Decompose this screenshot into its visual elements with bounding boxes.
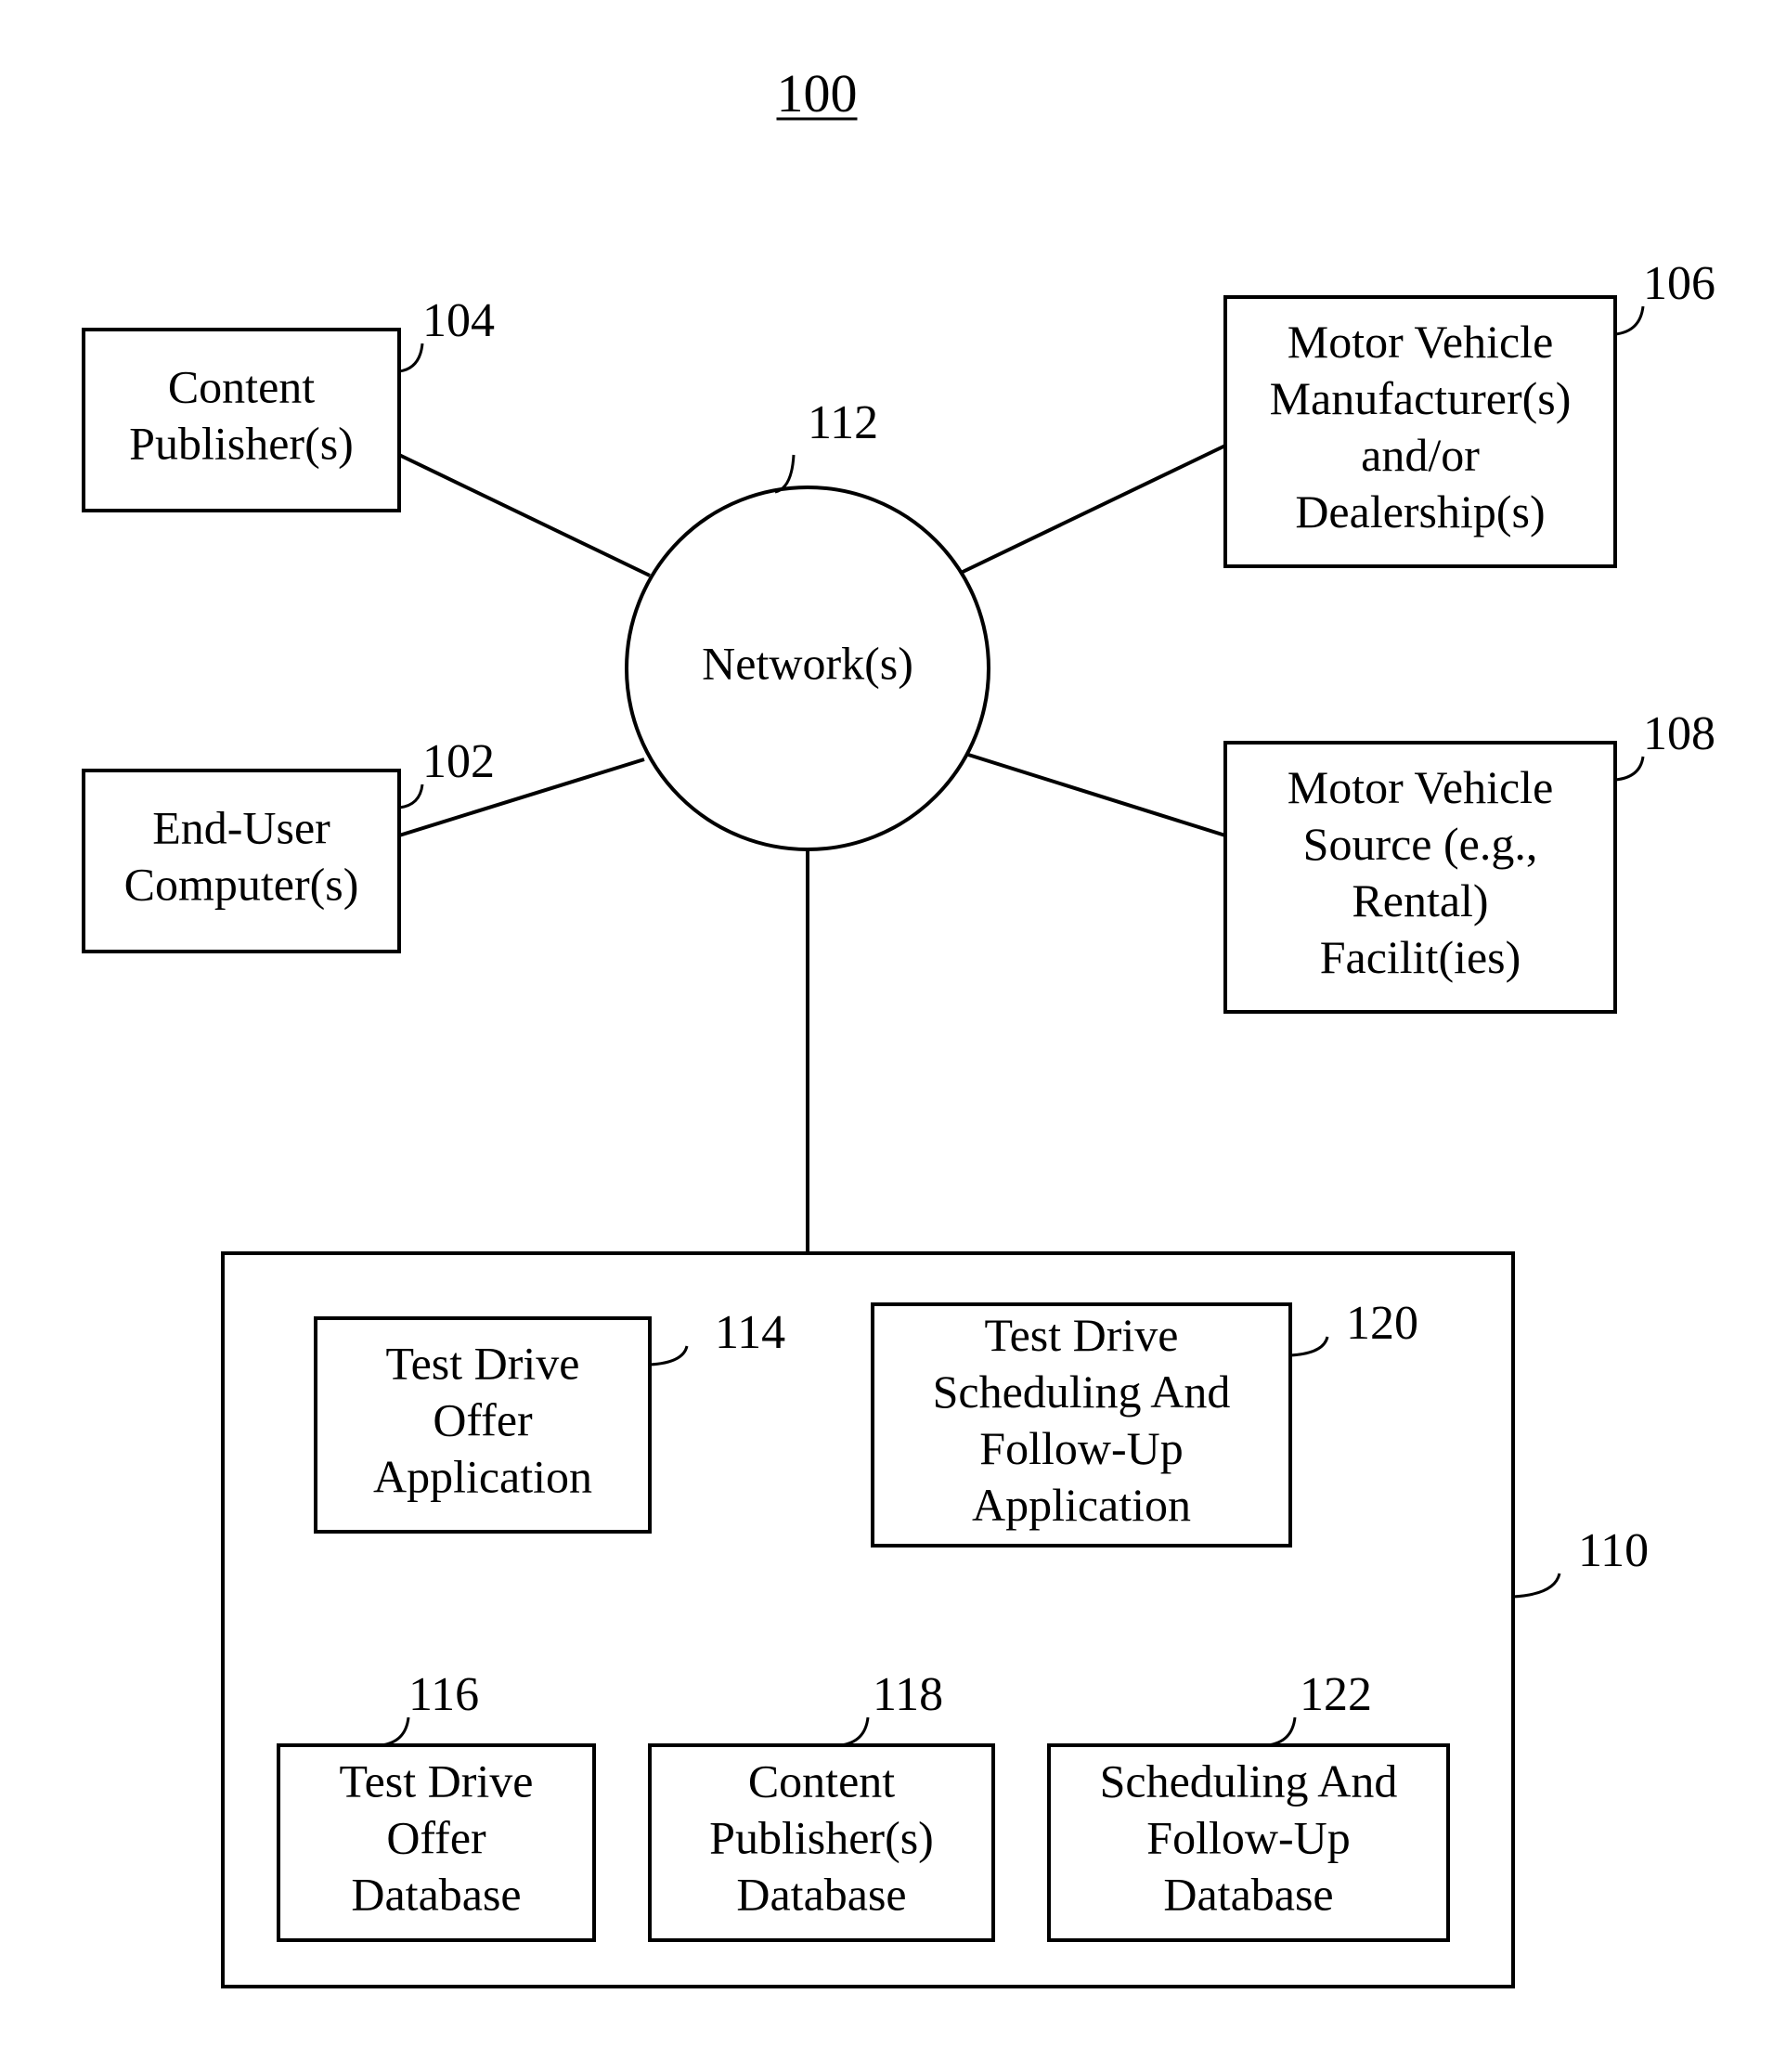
node-n118-label: Database: [736, 1868, 906, 1920]
node-n120-label: Scheduling And: [933, 1366, 1231, 1418]
ref-102: 102: [422, 735, 495, 788]
ref-108: 108: [1643, 707, 1715, 760]
ref-112: 112: [808, 396, 878, 449]
node-n112-label: Network(s): [702, 637, 913, 689]
node-n120-label: Follow-Up: [979, 1422, 1183, 1474]
ref-tick-108: [1615, 757, 1643, 780]
ref-114: 114: [715, 1306, 785, 1359]
ref-tick-102: [399, 784, 422, 808]
ref-120: 120: [1346, 1297, 1418, 1350]
node-n106-label: Manufacturer(s): [1270, 372, 1572, 424]
node-n102-label: End-User: [152, 801, 330, 853]
node-n114-label: Test Drive: [386, 1337, 580, 1389]
node-n116-label: Database: [351, 1868, 521, 1920]
node-n108-label: Rental): [1352, 874, 1488, 926]
node-n108-label: Facilit(ies): [1320, 931, 1521, 983]
node-n108-label: Motor Vehicle: [1288, 761, 1554, 813]
node-n116-label: Test Drive: [340, 1755, 534, 1807]
connector-line: [965, 754, 1225, 835]
node-n122-label: Scheduling And: [1100, 1755, 1398, 1807]
node-n106-label: Motor Vehicle: [1288, 316, 1554, 368]
node-n108-label: Source (e.g.,: [1303, 818, 1538, 870]
ref-tick-104: [399, 343, 422, 371]
node-n102-label: Computer(s): [124, 858, 359, 910]
ref-116: 116: [408, 1668, 479, 1721]
ref-118: 118: [873, 1668, 943, 1721]
node-n106-label: and/or: [1361, 429, 1480, 481]
node-n118-label: Content: [748, 1755, 895, 1807]
node-n104-label: Publisher(s): [129, 417, 354, 469]
node-n122-label: Follow-Up: [1146, 1811, 1350, 1863]
node-n116-label: Offer: [386, 1811, 486, 1863]
node-n122-label: Database: [1163, 1868, 1333, 1920]
node-n114-label: Application: [373, 1450, 592, 1502]
ref-tick-106: [1615, 306, 1643, 334]
figure-number: 100: [777, 63, 858, 123]
node-n104-label: Content: [168, 360, 315, 412]
ref-110: 110: [1578, 1524, 1649, 1577]
ref-106: 106: [1643, 257, 1715, 310]
node-n120-label: Test Drive: [985, 1309, 1179, 1361]
node-n114-label: Offer: [433, 1393, 533, 1445]
ref-104: 104: [422, 294, 495, 347]
ref-122: 122: [1300, 1668, 1372, 1721]
ref-tick-110: [1513, 1573, 1560, 1597]
node-n106-label: Dealership(s): [1295, 486, 1545, 537]
connector-line: [961, 446, 1225, 573]
node-n120-label: Application: [972, 1479, 1191, 1531]
diagram-canvas: 100ContentPublisher(s)104Motor VehicleMa…: [0, 0, 1786, 2072]
connector-line: [399, 455, 650, 576]
node-n118-label: Publisher(s): [709, 1811, 934, 1863]
